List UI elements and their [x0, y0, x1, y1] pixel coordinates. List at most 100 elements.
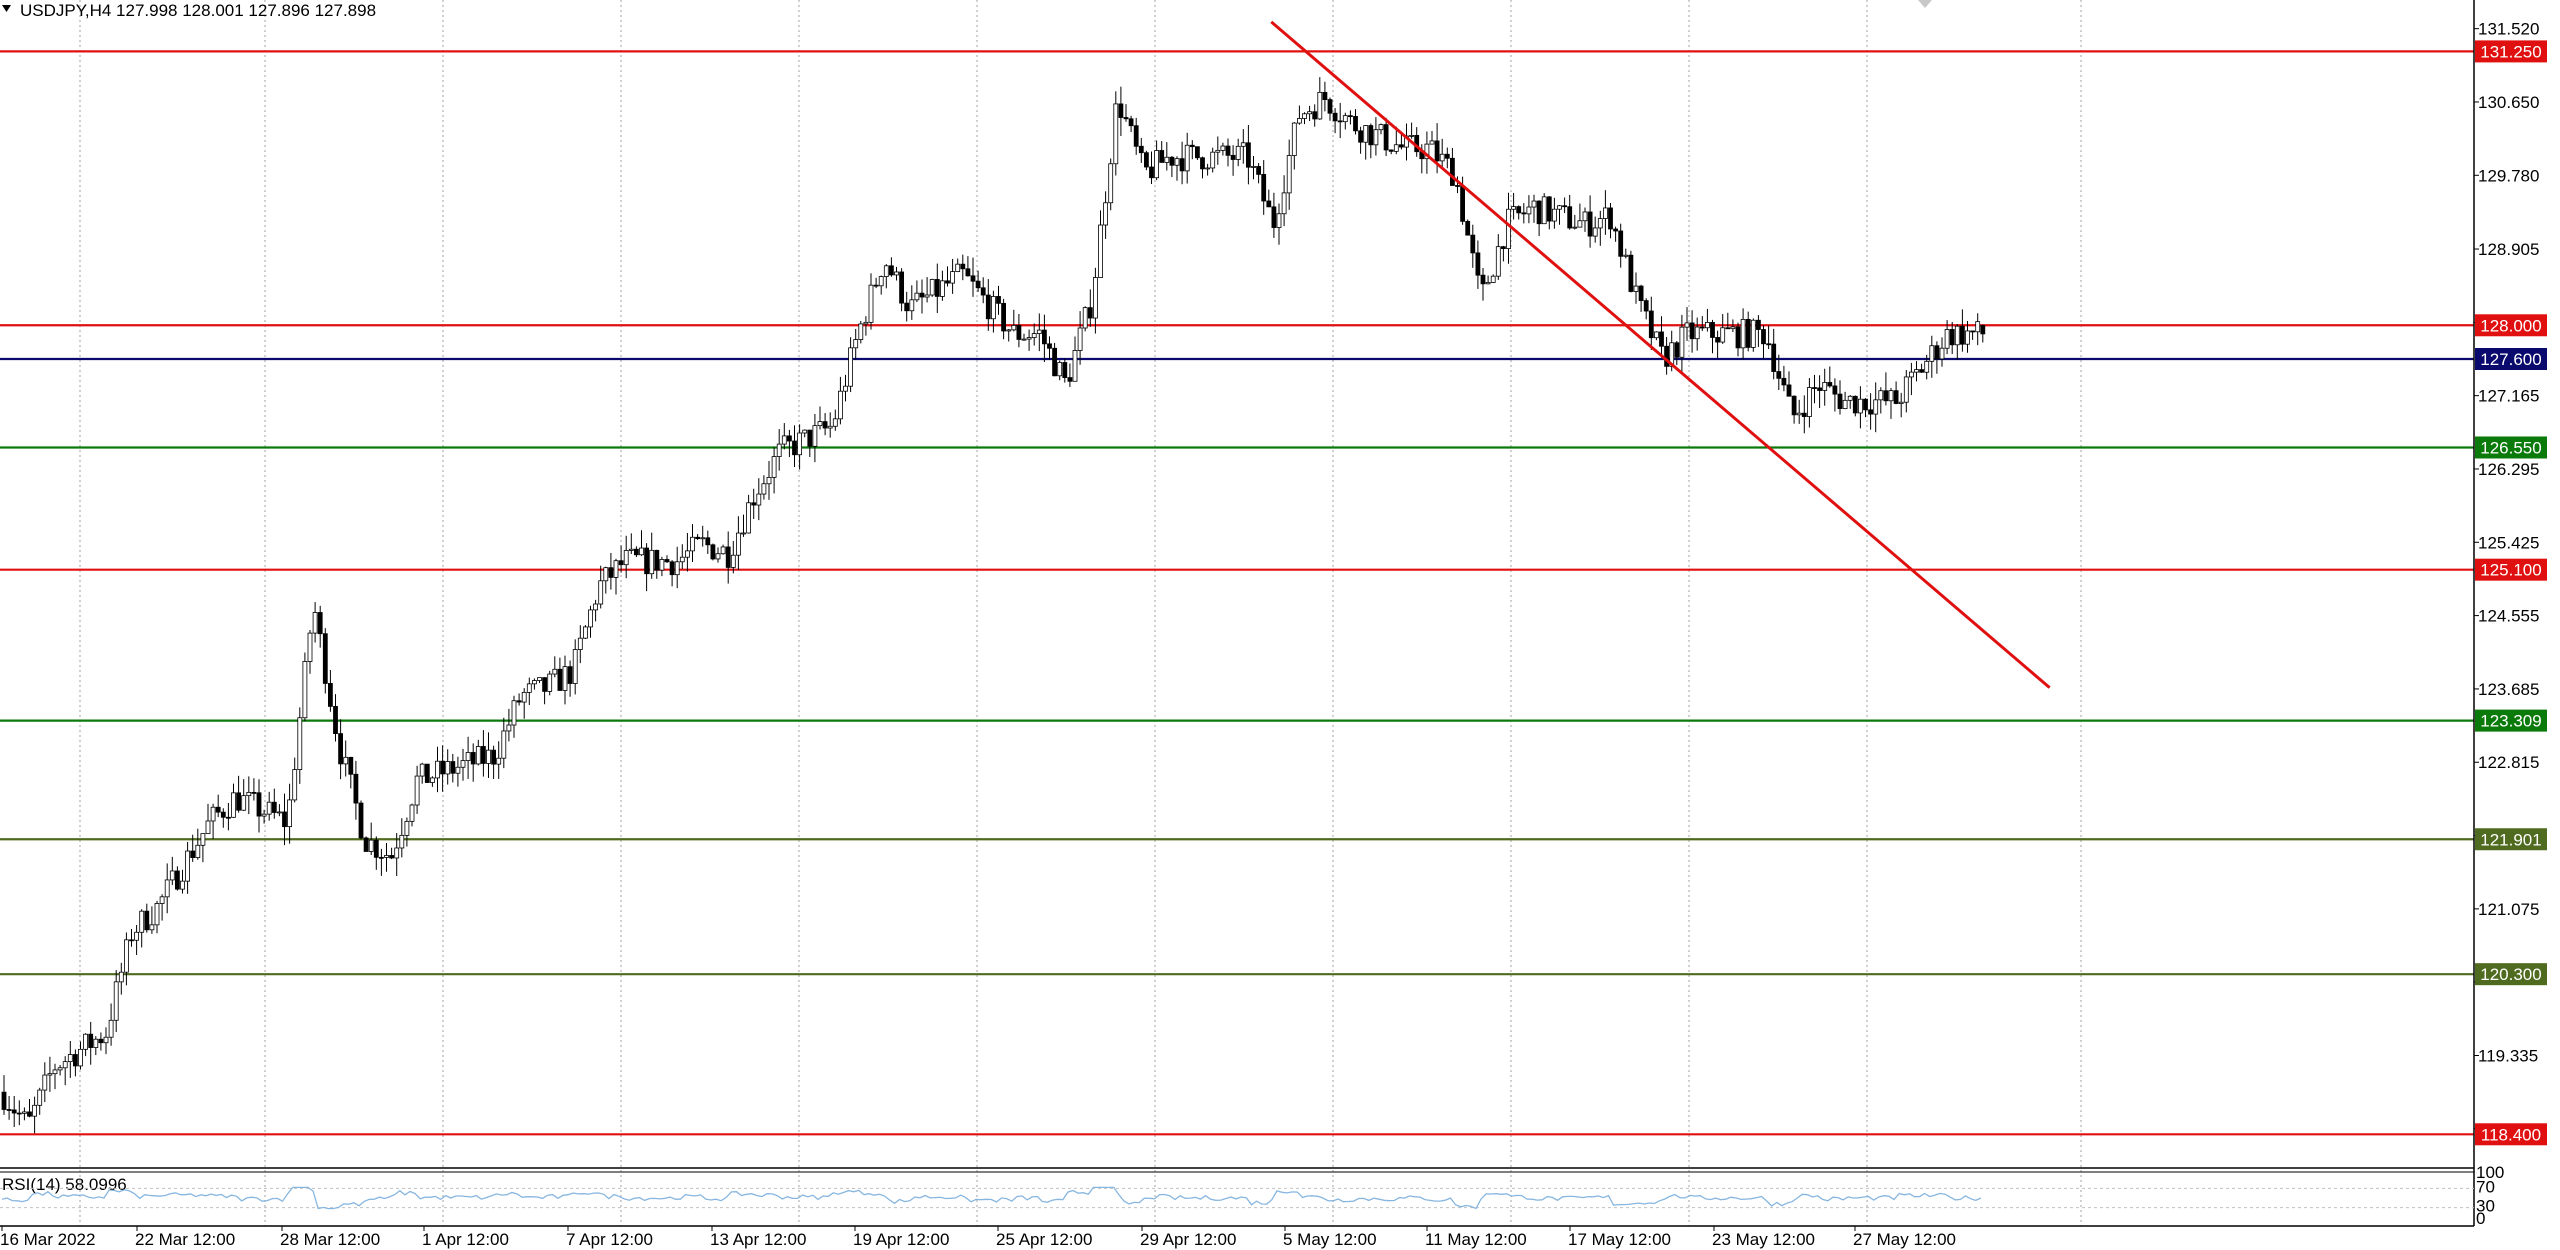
candle-body [139, 910, 145, 933]
candle-body [200, 833, 206, 846]
candle-body [1587, 211, 1593, 237]
candle-body [1429, 140, 1435, 145]
candle-body [781, 435, 787, 445]
candle-body [159, 896, 165, 904]
candle-body [1240, 142, 1246, 147]
candle-body [848, 347, 853, 387]
candle-body [1067, 377, 1073, 382]
candle-body [1205, 167, 1210, 170]
price-tick-label: 131.520 [2478, 20, 2539, 39]
candle-body [1128, 118, 1134, 127]
candle-body [1266, 200, 1272, 208]
candle-body [1164, 156, 1170, 163]
candle-body [1409, 134, 1414, 137]
collapse-triangle-icon[interactable] [2, 5, 11, 12]
candle-body [1261, 173, 1267, 202]
candle-body [1026, 337, 1032, 340]
candle-body [965, 268, 971, 277]
candle-body [526, 683, 532, 693]
candle-body [1485, 282, 1491, 285]
candle-body [6, 1109, 12, 1111]
candle-body [664, 559, 670, 563]
candle-body [700, 537, 706, 540]
candle-body [1710, 322, 1715, 338]
candle-body [1342, 115, 1348, 123]
level-label-text: 118.400 [2481, 1125, 2541, 1144]
candle-body [1898, 401, 1904, 404]
candle-body [445, 761, 451, 775]
price-tick-label: 123.685 [2478, 680, 2539, 699]
candle-body [812, 425, 818, 447]
candle-body [674, 561, 680, 576]
candle-body [1, 1091, 7, 1110]
candle-body [715, 553, 721, 560]
candle-body [751, 502, 757, 506]
candle-body [1011, 324, 1017, 331]
candle-body [1720, 327, 1726, 343]
candle-body [1827, 382, 1833, 387]
candle-body [1113, 103, 1119, 165]
candle-body [725, 546, 731, 568]
level-price-labels: 131.250 128.000 127.600 126.550 125.100 123.3… [2475, 40, 2547, 1146]
candle-body [766, 476, 772, 485]
candle-body [756, 493, 762, 506]
candle-body [797, 432, 802, 456]
candle-body [144, 910, 150, 931]
candle-body [205, 820, 211, 835]
level-label-text: 128.000 [2480, 316, 2541, 335]
candle-body [506, 724, 512, 732]
candle-body [1603, 207, 1608, 219]
candle-body [1312, 111, 1318, 120]
symbol-info: USDJPY,H4 127.998 128.001 127.896 127.89… [20, 1, 376, 20]
candle-body [1001, 302, 1006, 332]
shift-marker-icon[interactable] [1918, 0, 1932, 8]
candle-body [547, 673, 553, 692]
candle-body [562, 666, 568, 691]
candle-body [1903, 376, 1909, 403]
candle-body [1557, 205, 1562, 210]
level-label-box [2475, 963, 2547, 986]
candle-body [1960, 325, 1965, 345]
candle-body [394, 847, 400, 859]
candle-body [1291, 122, 1297, 156]
candle-body [312, 612, 318, 634]
candle-body [899, 271, 904, 304]
candle-body [1455, 185, 1460, 187]
candle-body [1327, 99, 1333, 114]
candle-body [593, 603, 598, 611]
trendline-layer[interactable] [1270, 20, 2051, 689]
candle-body [215, 806, 221, 813]
candle-body [858, 323, 864, 340]
candle-body [1475, 252, 1481, 276]
candle-body [904, 302, 910, 312]
candle-body [297, 717, 303, 771]
candle-body [32, 1104, 37, 1117]
candle-body [343, 756, 349, 765]
candle-body [1735, 326, 1741, 349]
candle-body [1210, 151, 1216, 169]
candle-body [634, 548, 639, 556]
candle-body [21, 1111, 27, 1114]
candle-body [1521, 212, 1527, 215]
level-label-text: 125.100 [2480, 561, 2541, 580]
candle-body [1934, 345, 1940, 360]
candle-body [1949, 329, 1955, 346]
candle-body [1450, 157, 1455, 186]
candle-body [282, 811, 287, 828]
time-tick-label: 22 Mar 12:00 [135, 1230, 235, 1249]
candle-body [1740, 318, 1746, 349]
candle-body [934, 279, 940, 297]
candle-body [389, 855, 395, 859]
price-tick-label: 124.555 [2478, 607, 2539, 626]
candle-body [225, 816, 231, 819]
candle-body [373, 839, 379, 858]
candle-body [424, 763, 430, 783]
candle-body [210, 806, 216, 822]
candle-body [1072, 350, 1078, 382]
candle-body [1643, 300, 1649, 312]
candle-body [1286, 155, 1292, 194]
candle-body [1633, 285, 1639, 292]
horizontal-levels[interactable] [0, 50, 2474, 1136]
